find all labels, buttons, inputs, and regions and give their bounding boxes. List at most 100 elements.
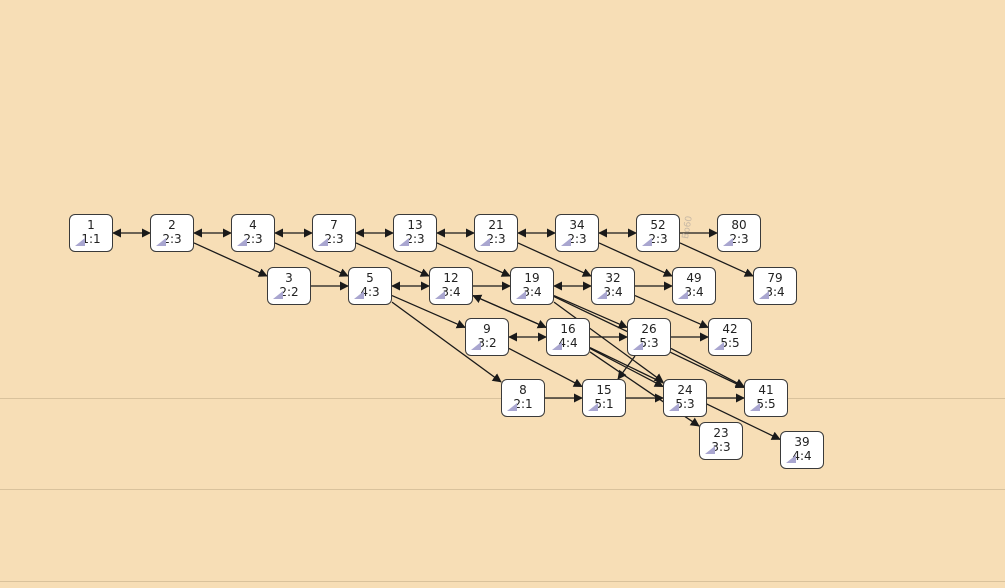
node-id-label: 26 <box>641 322 657 336</box>
graph-node-16[interactable]: 16 4:4 <box>546 318 590 356</box>
graph-node-34[interactable]: 34 2:3 <box>555 214 599 252</box>
graph-node-19[interactable]: 19 3:4 <box>510 267 554 305</box>
graph-node-32[interactable]: 32 3:4 <box>591 267 635 305</box>
node-corner-icon <box>507 403 517 411</box>
node-corner-icon <box>435 291 445 299</box>
edge-5-9 <box>391 294 466 329</box>
edge-13-19 <box>436 242 511 277</box>
node-sub-label: 5:5 <box>720 336 740 350</box>
node-sub-label: 4:3 <box>360 285 380 299</box>
graph-node-4[interactable]: 4 2:3 <box>231 214 275 252</box>
node-id-label: 1 <box>87 218 95 232</box>
node-corner-icon <box>786 455 796 463</box>
graph-node-12[interactable]: 12 3:4 <box>429 267 473 305</box>
edge-7-12 <box>355 242 430 277</box>
node-sub-label: 3:4 <box>765 285 785 299</box>
graph-node-13[interactable]: 13 2:3 <box>393 214 437 252</box>
node-id-label: 52 <box>650 218 666 232</box>
node-sub-label: 3:4 <box>684 285 704 299</box>
node-id-label: 16 <box>560 322 576 336</box>
node-corner-icon <box>480 238 490 246</box>
node-sub-label: 3:2 <box>477 336 497 350</box>
edge-19-26 <box>553 294 628 329</box>
node-id-label: 5 <box>366 271 374 285</box>
node-corner-icon <box>273 291 283 299</box>
graph-node-5[interactable]: 5 4:3 <box>348 267 392 305</box>
edge-19-24 <box>553 301 664 383</box>
node-corner-icon <box>588 403 598 411</box>
edge-4-5 <box>274 242 349 277</box>
graph-node-41[interactable]: 41 5:5 <box>744 379 788 417</box>
node-sub-label: 2:3 <box>648 232 668 246</box>
graph-node-49[interactable]: 49 3:4 <box>672 267 716 305</box>
edge-16-24 <box>589 347 664 388</box>
graph-node-9[interactable]: 9 3:2 <box>465 318 509 356</box>
graph-node-1[interactable]: 1 1:1 <box>69 214 113 252</box>
graph-node-8[interactable]: 8 2:1 <box>501 379 545 417</box>
node-sub-label: 2:3 <box>729 232 749 246</box>
graph-node-2[interactable]: 2 2:3 <box>150 214 194 252</box>
node-corner-icon <box>516 291 526 299</box>
node-corner-icon <box>642 238 652 246</box>
node-corner-icon <box>597 291 607 299</box>
edge-26-41 <box>670 347 745 388</box>
edge-32-42 <box>634 294 709 329</box>
node-sub-label: 5:1 <box>594 397 614 411</box>
node-corner-icon <box>633 342 643 350</box>
node-id-label: 13 <box>407 218 423 232</box>
node-id-label: 4 <box>249 218 257 232</box>
node-sub-label: 4:4 <box>558 336 578 350</box>
node-corner-icon <box>669 403 679 411</box>
node-corner-icon <box>705 446 715 454</box>
node-id-label: 42 <box>722 322 738 336</box>
divider-line-2 <box>0 489 1005 490</box>
edge-52-79 <box>679 242 754 277</box>
node-id-label: 34 <box>569 218 585 232</box>
graph-node-52[interactable]: 52 2:3 <box>636 214 680 252</box>
node-corner-icon <box>237 238 247 246</box>
node-id-label: 41 <box>758 383 774 397</box>
graph-node-39[interactable]: 39 4:4 <box>780 431 824 469</box>
node-sub-label: 2:3 <box>243 232 263 246</box>
graph-node-26[interactable]: 26 5:3 <box>627 318 671 356</box>
node-sub-label: 3:4 <box>441 285 461 299</box>
node-sub-label: 2:3 <box>567 232 587 246</box>
node-sub-label: 2:3 <box>324 232 344 246</box>
node-sub-label: 5:3 <box>639 336 659 350</box>
graph-node-24[interactable]: 24 5:3 <box>663 379 707 417</box>
graph-node-42[interactable]: 42 5:5 <box>708 318 752 356</box>
node-corner-icon <box>354 291 364 299</box>
node-id-label: 21 <box>488 218 504 232</box>
node-id-label: 9 <box>483 322 491 336</box>
edge-21-32 <box>517 242 592 277</box>
graph-node-21[interactable]: 21 2:3 <box>474 214 518 252</box>
edge-9-15 <box>508 347 583 388</box>
node-id-label: 32 <box>605 271 621 285</box>
node-id-label: 2 <box>168 218 176 232</box>
edge-5-8 <box>391 301 502 383</box>
edge-34-49 <box>598 242 673 277</box>
graph-node-23[interactable]: 23 3:3 <box>699 422 743 460</box>
node-corner-icon <box>318 238 328 246</box>
node-corner-icon <box>552 342 562 350</box>
node-corner-icon <box>759 291 769 299</box>
node-sub-label: 1:1 <box>81 232 101 246</box>
node-id-label: 19 <box>524 271 540 285</box>
node-corner-icon <box>561 238 571 246</box>
node-sub-label: 2:3 <box>405 232 425 246</box>
graph-node-7[interactable]: 7 2:3 <box>312 214 356 252</box>
edge-2-3 <box>193 242 268 277</box>
node-corner-icon <box>399 238 409 246</box>
graph-node-80[interactable]: 80 2:3 <box>717 214 761 252</box>
node-sub-label: 4:4 <box>792 449 812 463</box>
graph-node-15[interactable]: 15 5:1 <box>582 379 626 417</box>
node-sub-label: 5:5 <box>756 397 776 411</box>
graph-node-3[interactable]: 3 2:2 <box>267 267 311 305</box>
node-sub-label: 3:4 <box>522 285 542 299</box>
node-sub-label: 2:2 <box>279 285 299 299</box>
node-sub-label: 2:3 <box>486 232 506 246</box>
node-id-label: 7 <box>330 218 338 232</box>
node-corner-icon <box>714 342 724 350</box>
graph-node-79[interactable]: 79 3:4 <box>753 267 797 305</box>
